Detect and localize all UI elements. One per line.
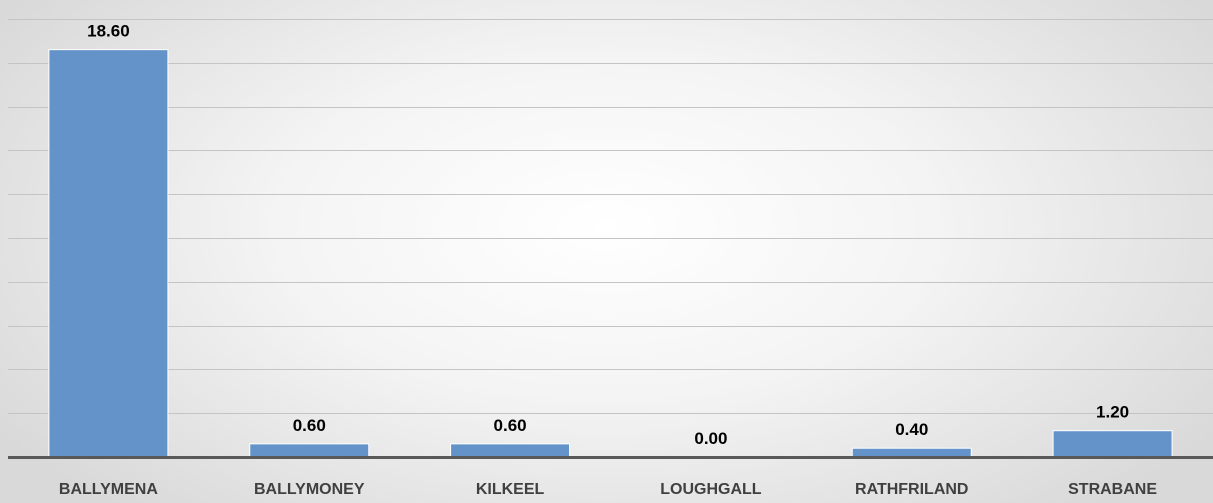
bar xyxy=(851,447,972,458)
category-tick-label: LOUGHGALL xyxy=(660,481,762,498)
category-tick-label: STRABANE xyxy=(1068,481,1157,498)
category-tick-label: BALLYMENA xyxy=(59,481,158,498)
data-label: 0.60 xyxy=(494,416,527,435)
data-labels: 18.60 0.60 0.60 0.00 0.40 1.20 xyxy=(87,22,1129,448)
gridlines xyxy=(8,19,1213,414)
bar xyxy=(450,443,571,458)
bars xyxy=(48,49,1173,458)
bar xyxy=(249,443,370,458)
data-label: 0.00 xyxy=(694,429,727,448)
bar xyxy=(1052,430,1173,458)
bar xyxy=(48,49,169,458)
data-label: 1.20 xyxy=(1096,403,1129,422)
data-label: 0.60 xyxy=(293,416,326,435)
category-tick-label: KILKEEL xyxy=(476,481,545,498)
data-label: 0.40 xyxy=(895,420,928,439)
category-labels: BALLYMENA BALLYMONEY KILKEEL LOUGHGALL RATHF… xyxy=(59,481,1157,498)
category-tick-label: RATHFRILAND xyxy=(855,481,968,498)
data-label: 18.60 xyxy=(87,22,130,41)
category-tick-label: BALLYMONEY xyxy=(254,481,365,498)
